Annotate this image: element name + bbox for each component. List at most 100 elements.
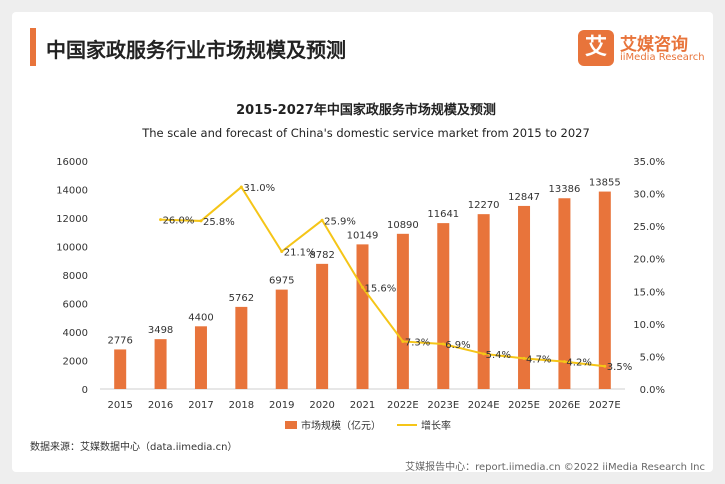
bar (275, 289, 288, 389)
chart-title: 2015-2027年中国家政服务市场规模及预测 (236, 102, 496, 118)
line-value-label: 7.3% (405, 337, 430, 348)
bar (194, 326, 207, 389)
bar-value-label: 5762 (229, 293, 254, 304)
line-value-label: 21.1% (284, 248, 316, 259)
x-axis: 2015 2016 2017 2018 2019 2020 2021 2022E 2023E 20… (107, 400, 620, 411)
line-point (239, 185, 243, 189)
chart-subtitle: The scale and forecast of China's domest… (141, 126, 590, 140)
y2-tick-label: 5.0% (640, 352, 665, 363)
line-value-label: 4.2% (566, 358, 591, 369)
line-point (603, 364, 607, 368)
y-tick-label: 8000 (63, 271, 88, 282)
bar-value-label: 8782 (309, 250, 334, 261)
y-tick-label: 10000 (56, 243, 88, 254)
page-title: 中国家政服务行业市场规模及预测 (46, 38, 346, 62)
y2-tick-label: 35.0% (633, 157, 665, 168)
footer: 艾媒报告中心：report.iimedia.cn ©2022 iiMedia R… (405, 462, 705, 473)
x-tick-label: 2023E (427, 400, 459, 411)
y2-tick-label: 25.0% (633, 222, 665, 233)
bar-value-label: 6975 (269, 276, 294, 287)
x-tick-label: 2018 (229, 400, 254, 411)
bar (154, 339, 167, 389)
bar (558, 198, 571, 389)
line-value-label: 25.8% (203, 217, 235, 228)
line-point (320, 218, 324, 222)
bar-value-label: 13855 (589, 178, 621, 189)
bar (396, 233, 409, 389)
y2-tick-label: 0.0% (640, 385, 665, 396)
y2-tick-label: 20.0% (633, 255, 665, 266)
line-value-label: 26.0% (163, 216, 195, 227)
bar (235, 306, 248, 389)
line-point (562, 360, 566, 364)
x-tick-label: 2022E (387, 400, 419, 411)
x-tick-label: 2021 (350, 400, 375, 411)
line-point (159, 218, 163, 222)
legend-swatch-bar (285, 421, 297, 429)
line-value-label: 15.6% (365, 283, 397, 294)
x-tick-label: 2015 (107, 400, 132, 411)
x-tick-label: 2017 (188, 400, 213, 411)
y-axis-right: 0.0% 5.0% 10.0% 15.0% 20.0% 25.0% 30.0% 35.0% (633, 157, 665, 396)
bar (356, 244, 369, 389)
bar-value-label: 12270 (468, 200, 500, 211)
line-point (401, 339, 405, 343)
x-tick-label: 2027E (589, 400, 621, 411)
bar-value-label: 10890 (387, 220, 419, 231)
bar-value-label: 4400 (188, 312, 213, 323)
bar (598, 191, 611, 389)
line-value-label: 25.9% (324, 216, 356, 227)
y-tick-label: 16000 (56, 157, 88, 168)
y2-tick-label: 30.0% (633, 190, 665, 201)
y-tick-label: 4000 (63, 328, 88, 339)
card (12, 12, 713, 472)
logo-cn-text: 艾媒咨询 (620, 35, 688, 55)
bar (477, 214, 490, 389)
y-tick-label: 12000 (56, 214, 88, 225)
bar-value-label: 12847 (508, 192, 540, 203)
legend-label-bar: 市场规模（亿元） (301, 419, 381, 432)
line-value-label: 6.9% (445, 340, 470, 351)
line-point (361, 285, 364, 289)
y-tick-label: 14000 (56, 186, 88, 197)
y-tick-label: 6000 (63, 300, 88, 311)
bar-value-label: 13386 (549, 184, 581, 195)
logo-badge: 艾 (578, 30, 614, 66)
x-tick-label: 2020 (309, 400, 334, 411)
bar-series: 2776 3498 4400 5762 6975 8782 10149 10890 11641 1… (107, 178, 621, 389)
data-source: 数据来源：艾媒数据中心（data.iimedia.cn） (30, 442, 238, 453)
bar-value-label: 11641 (427, 209, 459, 220)
line-point (482, 352, 486, 356)
y2-tick-label: 10.0% (633, 320, 665, 331)
bar (518, 205, 531, 389)
line-value-label: 31.0% (243, 183, 275, 194)
line-series: 26.0% 25.8% 31.0% 21.1% 25.9% 15.6% 7.3% 6.9% 5.… (159, 183, 632, 373)
x-tick-label: 2016 (148, 400, 173, 411)
x-tick-label: 2026E (549, 400, 581, 411)
line-value-label: 3.5% (607, 362, 632, 373)
bar (316, 263, 329, 389)
growth-line (160, 185, 605, 368)
line-value-label: 5.4% (486, 350, 511, 361)
iimedia-logo: 艾 艾媒咨询 iiMedia Research (578, 30, 708, 70)
bar (437, 223, 450, 389)
y-tick-label: 2000 (63, 357, 88, 368)
line-value-label: 4.7% (526, 354, 551, 365)
y2-tick-label: 15.0% (633, 287, 665, 298)
x-tick-label: 2025E (508, 400, 540, 411)
header-accent-bar (30, 28, 36, 66)
logo-en-text: iiMedia Research (620, 52, 705, 63)
line-point (280, 250, 284, 254)
y-tick-label: 0 (82, 385, 88, 396)
bar (114, 349, 127, 389)
line-point (441, 342, 445, 346)
x-tick-label: 2024E (468, 400, 500, 411)
line-point (522, 356, 526, 360)
legend-label-line: 增长率 (421, 419, 451, 432)
legend: 市场规模（亿元） 增长率 (285, 419, 451, 432)
x-tick-label: 2019 (269, 400, 294, 411)
bar-value-label: 3498 (148, 325, 173, 336)
bar-value-label: 2776 (107, 335, 132, 346)
y-axis-left: 0 2000 4000 6000 8000 10000 12000 14000 16000 (56, 157, 88, 396)
